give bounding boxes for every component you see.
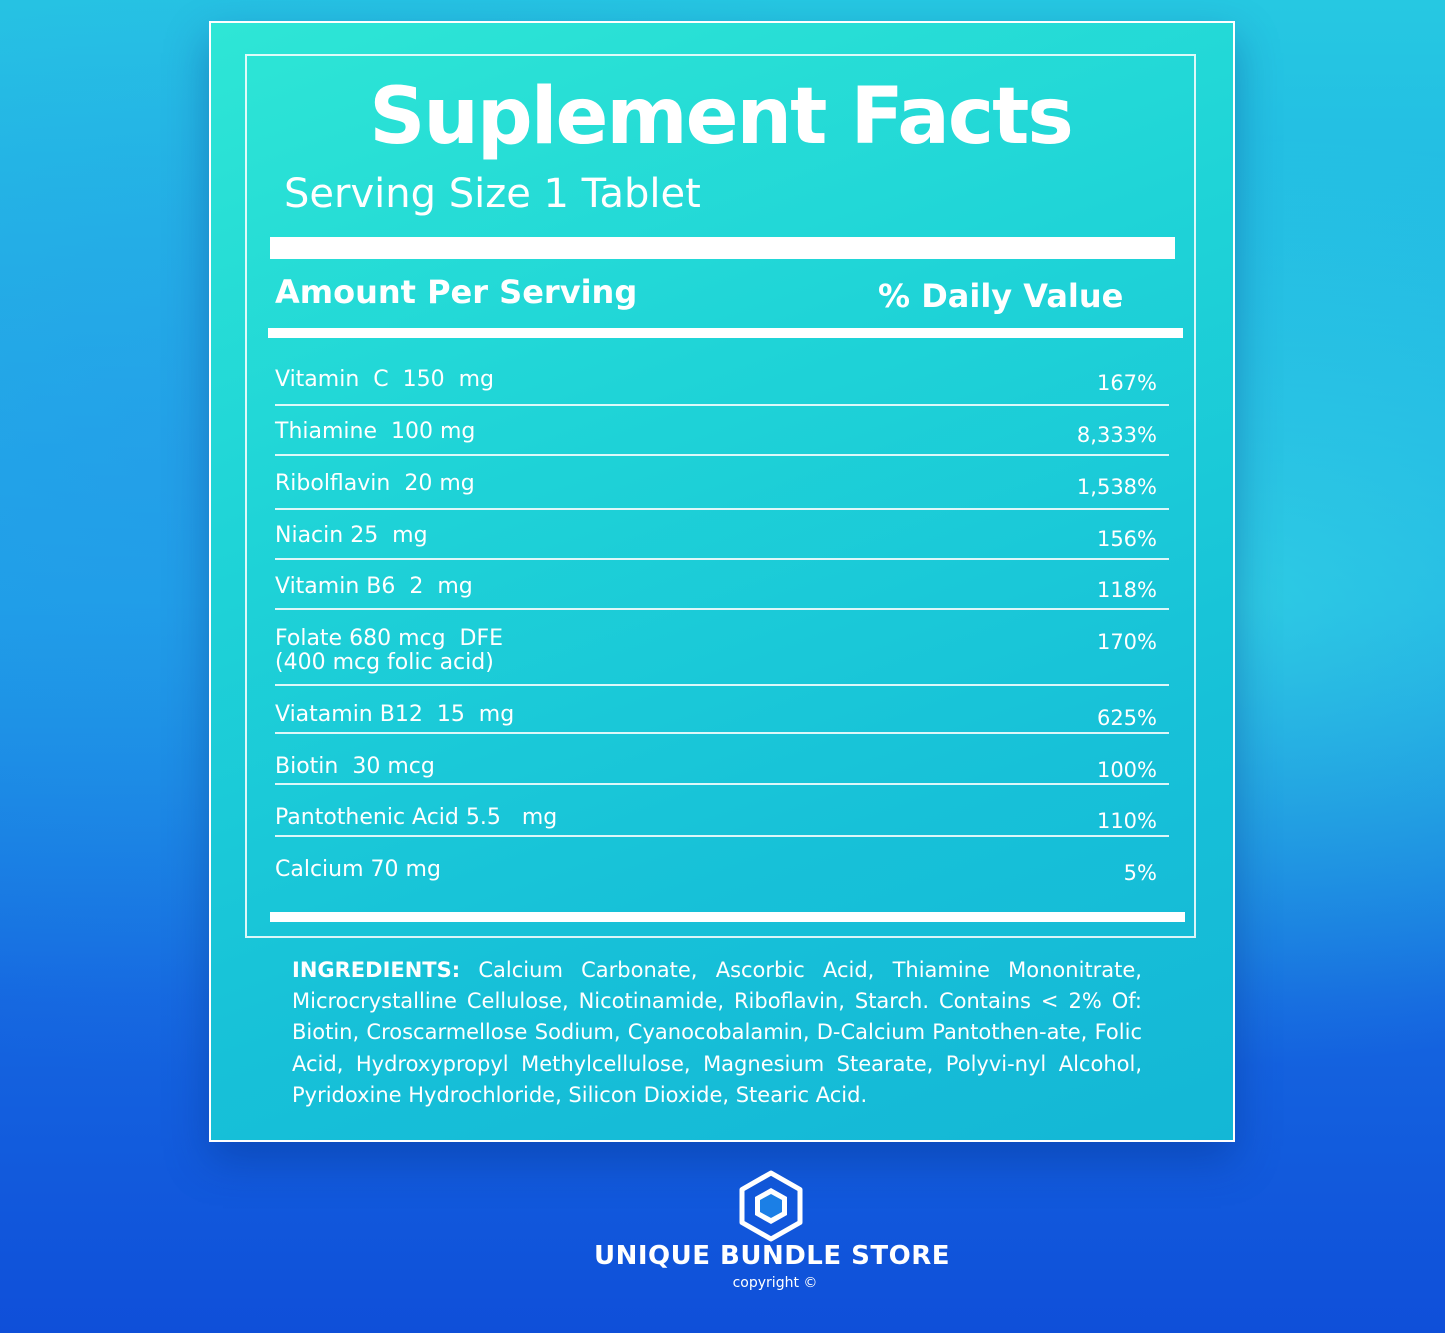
nutrient-dv: 170% bbox=[1096, 630, 1157, 654]
nutrient-dv: 5% bbox=[1123, 861, 1157, 885]
nutrient-row: Niacin 25 mg 156% bbox=[275, 524, 1169, 560]
nutrient-name: Niacin 25 mg bbox=[275, 523, 428, 548]
ingredients-text: Calcium Carbonate, Ascorbic Acid, Thiami… bbox=[292, 958, 1142, 1107]
nutrient-name: Pantothenic Acid 5.5 mg bbox=[275, 805, 558, 830]
amount-per-serving-header: Amount Per Serving bbox=[275, 273, 638, 311]
serving-size: Serving Size 1 Tablet bbox=[284, 171, 701, 217]
nutrient-dv: 110% bbox=[1096, 809, 1157, 833]
nutrient-dv: 156% bbox=[1096, 527, 1157, 551]
ingredients-label: INGREDIENTS: bbox=[292, 958, 461, 982]
thick-divider-bottom bbox=[270, 912, 1185, 922]
nutrient-row: Calcium 70 mg 5% bbox=[275, 858, 1169, 888]
nutrient-name: Calcium 70 mg bbox=[275, 857, 441, 882]
facts-title: Suplement Facts bbox=[369, 72, 1074, 162]
thick-divider-top bbox=[270, 237, 1175, 259]
copyright-text: copyright © bbox=[732, 1275, 818, 1291]
nutrient-row: Ribolflavin 20 mg 1,538% bbox=[275, 472, 1169, 510]
ingredients-list: INGREDIENTS: Calcium Carbonate, Ascorbic… bbox=[292, 955, 1142, 1111]
nutrient-name: Viatamin B12 15 mg bbox=[275, 702, 515, 727]
nutrient-name: Thiamine 100 mg bbox=[275, 419, 476, 444]
divider-header bbox=[268, 328, 1183, 338]
nutrient-row: Vitamin C 150 mg 167% bbox=[275, 368, 1169, 406]
nutrient-name: Vitamin B6 2 mg bbox=[275, 574, 473, 599]
nutrient-row: Vitamin B6 2 mg 118% bbox=[275, 575, 1169, 610]
store-name: UNIQUE BUNDLE STORE bbox=[593, 1241, 951, 1271]
daily-value-header: % Daily Value bbox=[878, 277, 1124, 315]
nutrient-dv: 625% bbox=[1096, 706, 1157, 730]
hexagon-logo-icon bbox=[739, 1170, 803, 1242]
nutrient-dv: 118% bbox=[1096, 578, 1157, 602]
nutrient-row: Pantothenic Acid 5.5 mg 110% bbox=[275, 806, 1169, 837]
nutrient-name: Ribolflavin 20 mg bbox=[275, 471, 475, 496]
facts-inner-frame bbox=[245, 54, 1196, 938]
nutrient-name: Folate 680 mcg DFE (400 mcg folic acid) bbox=[275, 626, 504, 675]
nutrient-dv: 8,333% bbox=[1076, 423, 1157, 447]
nutrient-row: Folate 680 mcg DFE (400 mcg folic acid) … bbox=[275, 627, 1169, 686]
nutrient-row: Biotin 30 mcg 100% bbox=[275, 755, 1169, 785]
nutrient-name: Vitamin C 150 mg bbox=[275, 367, 494, 392]
nutrient-row: Viatamin B12 15 mg 625% bbox=[275, 703, 1169, 734]
nutrient-dv: 1,538% bbox=[1076, 475, 1157, 499]
supplement-facts-panel bbox=[209, 21, 1235, 1142]
nutrient-row: Thiamine 100 mg 8,333% bbox=[275, 420, 1169, 456]
nutrient-dv: 167% bbox=[1096, 371, 1157, 395]
nutrient-dv: 100% bbox=[1096, 758, 1157, 782]
nutrient-name: Biotin 30 mcg bbox=[275, 754, 435, 779]
